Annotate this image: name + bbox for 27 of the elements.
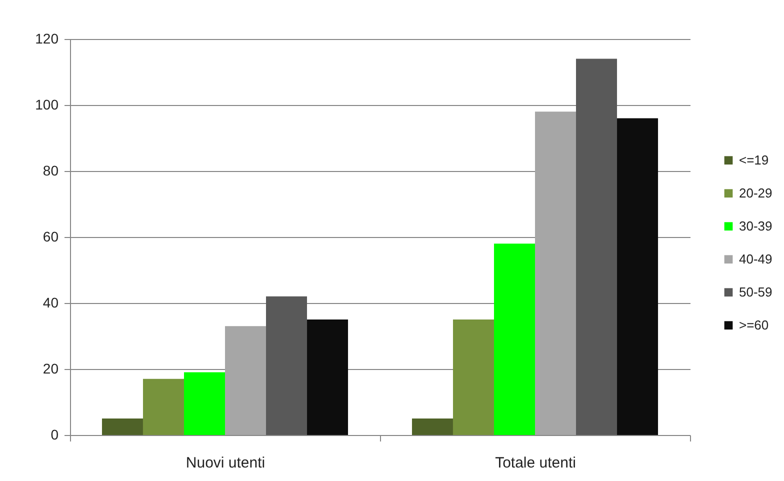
y-tick-label: 40 <box>42 294 59 310</box>
legend-label: 40-49 <box>739 251 772 266</box>
legend-label: >=60 <box>739 317 769 332</box>
bar <box>102 418 143 435</box>
legend-label: 20-29 <box>739 185 772 200</box>
bar <box>184 372 225 435</box>
bar <box>225 326 266 435</box>
legend-label: <=19 <box>739 152 769 168</box>
bar <box>535 112 576 435</box>
bar <box>266 296 308 435</box>
y-tick-label: 0 <box>50 426 59 442</box>
bar <box>142 378 184 435</box>
y-tick-label: 80 <box>42 162 59 178</box>
y-tick-label: 20 <box>42 360 59 376</box>
x-tick-label: Totale utenti <box>495 454 576 472</box>
bar <box>617 118 658 435</box>
y-tick-label: 120 <box>35 30 59 46</box>
y-tick-label: 100 <box>35 96 59 112</box>
x-tick-label: Nuovi utenti <box>186 454 266 472</box>
bar <box>412 418 453 435</box>
legend-label: 50-59 <box>739 284 772 300</box>
bar <box>494 244 535 435</box>
legend-label: 30-39 <box>739 218 772 234</box>
y-tick-label: 60 <box>42 228 59 244</box>
bar <box>452 320 494 435</box>
bar <box>307 320 348 435</box>
bar <box>576 58 618 435</box>
